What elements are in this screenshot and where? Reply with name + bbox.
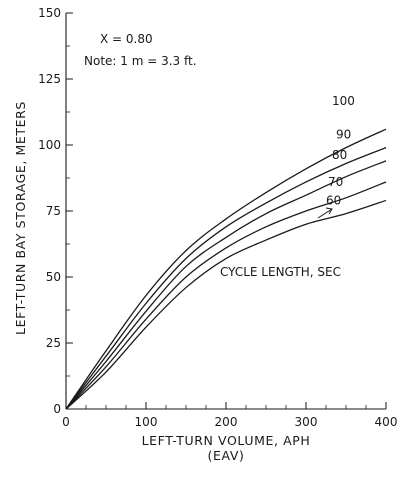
y-tick-label: 0 [53,402,61,416]
y-tick-label: 100 [38,138,61,152]
y-tick-label: 125 [38,72,61,86]
curve-cycle-90 [65,147,387,410]
curve-labels: 100 90 80 70 60 [317,94,355,219]
x-tick-label: 100 [135,415,158,429]
x-tick-label: 300 [295,415,318,429]
curve-label-60: 60 [326,193,341,207]
x-tick-label: 0 [62,415,70,429]
curve-label-80: 80 [332,148,347,162]
x-tick-label: 200 [215,415,238,429]
y-tick-label: 50 [46,270,61,284]
x-axis-subtitle: (EAV) [208,448,245,463]
y-tick-label: 75 [46,204,61,218]
curve-cycle-70 [65,181,387,410]
curve-label-90: 90 [336,128,351,142]
x-axis-title: LEFT-TURN VOLUME, APH [142,433,311,448]
x-tick-label: 400 [375,415,398,429]
curve-cycle-100 [65,128,387,410]
curve-label-100: 100 [332,94,355,108]
y-axis-title: LEFT-TURN BAY STORAGE, METERS [13,101,28,335]
cycle-length-annotation: CYCLE LENGTH, SEC [220,265,341,279]
curves [65,128,387,410]
curve-cycle-60 [65,199,387,410]
curve-label-70: 70 [328,175,343,189]
unit-note-annotation: Note: 1 m = 3.3 ft. [84,54,197,68]
y-tick-label: 25 [46,336,61,350]
cycle-length-pointer [317,208,333,219]
curve-cycle-80 [65,160,387,410]
y-tick-label: 150 [38,6,61,20]
x-ratio-annotation: X = 0.80 [100,32,153,46]
cycle-length-arrowhead [325,207,333,215]
axes: 0 100 200 300 400 0 25 50 75 100 125 150 [38,6,397,429]
